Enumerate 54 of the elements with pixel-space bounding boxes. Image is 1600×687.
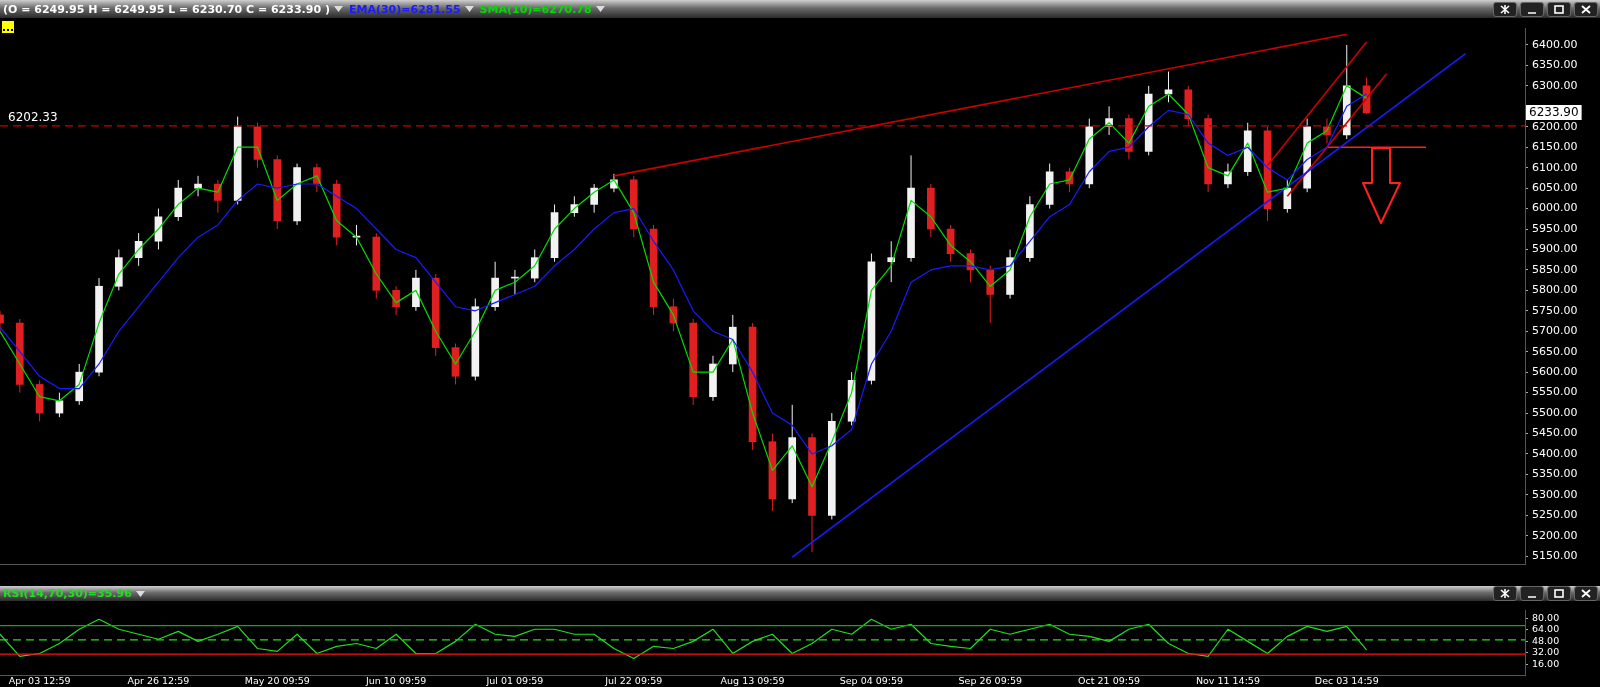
y-tick-label: 6100.00 [1532, 160, 1578, 174]
y-tick-label: 6400.00 [1532, 37, 1578, 51]
x-tick-label: Apr 26 12:59 [127, 674, 190, 686]
x-tick-label: Aug 13 09:59 [720, 674, 785, 686]
y-tick-label: 6050.00 [1532, 180, 1578, 194]
candlestick [887, 240, 896, 283]
x-tick-label: Jul 22 09:59 [604, 674, 663, 686]
x-tick-label: Sep 04 09:59 [839, 674, 904, 686]
y-tick-label: 5400.00 [1532, 446, 1578, 460]
y-tick-label: 5600.00 [1532, 365, 1578, 379]
y-tick-label: 5650.00 [1532, 344, 1578, 358]
y-tick-label: 6000.00 [1532, 201, 1578, 215]
y-tick-label: 5300.00 [1532, 487, 1578, 501]
y-tick-label: 5150.00 [1532, 549, 1578, 563]
y-tick-label: 5250.00 [1532, 508, 1578, 522]
y-tick-label: 5850.00 [1532, 262, 1578, 276]
y-tick-label: 5700.00 [1532, 324, 1578, 338]
y-tick-label: 5550.00 [1532, 385, 1578, 399]
y-tick-label: 16.00 [1532, 657, 1560, 669]
x-tick-label: Dec 03 14:59 [1314, 674, 1379, 686]
x-tick-label: May 20 09:59 [244, 674, 310, 686]
y-tick-label: 32.00 [1532, 646, 1560, 658]
candlestick [530, 248, 539, 283]
candlestick [214, 179, 222, 214]
y-tick-label: 5900.00 [1532, 242, 1578, 256]
text: RSI(14,70,30)=35.96 [3, 587, 132, 600]
x-tick-label: Jul 01 09:59 [485, 674, 544, 686]
y-tick-label: 5750.00 [1532, 303, 1578, 317]
y-tick-label: 80.00 [1532, 612, 1560, 624]
candlestick [392, 285, 400, 316]
ref-line-label: 6202.33 [8, 109, 58, 124]
y-tick-label: 6350.00 [1532, 58, 1578, 72]
y-tick-label: 6150.00 [1532, 140, 1578, 154]
text: SMA(10)=6270.78 [479, 2, 592, 16]
chart-subtitle: (O = 6249.95 H = 6249.95 L = 6230.70 C = 6233.90 ) [3, 2, 330, 16]
y-tick-label: 6200.00 [1532, 119, 1578, 133]
x-tick-label: Oct 21 09:59 [1078, 674, 1141, 686]
y-tick-label: 5800.00 [1532, 283, 1578, 297]
y-tick-label: 5200.00 [1532, 528, 1578, 542]
y-tick-label: 5500.00 [1532, 405, 1578, 419]
text: 6233.90 [1529, 105, 1579, 120]
x-tick-label: Apr 03 12:59 [8, 674, 71, 686]
x-tick-label: Jun 10 09:59 [364, 674, 427, 686]
y-tick-label: 5450.00 [1532, 426, 1578, 440]
candlestick [590, 183, 598, 214]
y-tick-label: 5950.00 [1532, 221, 1578, 235]
y-tick-label: 64.00 [1532, 623, 1560, 635]
y-tick-label: 5350.00 [1532, 467, 1578, 481]
x-tick-label: Nov 11 14:59 [1195, 674, 1260, 686]
y-tick-label: 6300.00 [1532, 78, 1578, 92]
x-tick-label: Sep 26 09:59 [958, 674, 1022, 686]
text: EMA(30)=6281.55 [348, 2, 461, 16]
y-tick-label: 48.00 [1532, 634, 1560, 646]
candlestick [1224, 163, 1232, 189]
